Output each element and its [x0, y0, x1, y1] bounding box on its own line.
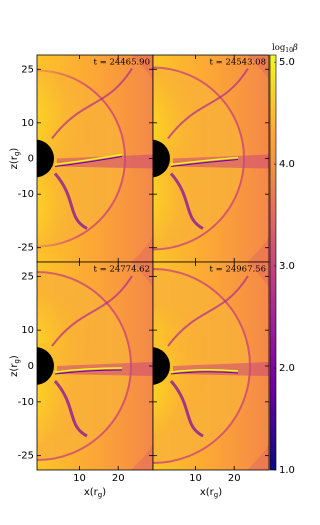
y-tick-label: 10: [21, 118, 34, 129]
black-hole: [153, 347, 170, 385]
y-tick-label: -10: [18, 397, 34, 408]
magnetic-filament: [51, 275, 133, 347]
label-sub: 10: [285, 47, 293, 54]
current-sheet: [54, 367, 123, 373]
magnetic-filament: [169, 380, 204, 438]
label-main: x(r: [84, 487, 99, 498]
black-hole: [37, 139, 54, 178]
y-tick-label: 10: [21, 325, 34, 336]
label-sub: g: [214, 491, 218, 499]
panel-image: [37, 55, 153, 262]
panel-title: t = 24774.62: [94, 265, 151, 275]
y-tick-label: 0: [28, 154, 34, 165]
current-sheet: [54, 153, 123, 166]
colorbar-tick-label: 2.0: [279, 363, 295, 374]
panel-image: [153, 55, 269, 262]
panel-title: t = 24465.90: [94, 58, 151, 68]
label-end: ): [218, 487, 222, 498]
y-tick-label: -25: [18, 451, 34, 462]
y-tick-label: 25: [21, 64, 34, 75]
label-sub: g: [13, 359, 21, 363]
label-end: β: [292, 43, 298, 53]
x-tick-label: 20: [112, 473, 125, 484]
y-tick-label: 0: [28, 361, 34, 372]
axis-label: x(rg): [200, 487, 222, 499]
label-end: ): [102, 487, 106, 498]
x-tick-label: 10: [189, 473, 202, 484]
magnetic-filament: [169, 172, 204, 230]
magnetic-filament: [167, 67, 249, 140]
y-tick-label: -10: [18, 189, 34, 200]
colorbar-label: log10β: [272, 43, 298, 54]
hot-region: [37, 153, 95, 254]
x-tick-label: 10: [73, 473, 86, 484]
y-tick-label: -25: [18, 243, 34, 254]
current-sheet: [170, 156, 239, 166]
colorbar: [269, 54, 277, 471]
current-sheet-edge: [170, 159, 239, 167]
magnetic-filament: [53, 380, 88, 438]
label-sub: g: [13, 152, 21, 156]
black-hole: [37, 347, 54, 385]
magnetic-filament: [53, 172, 88, 230]
panel-title: t = 24543.08: [210, 58, 267, 68]
equator-band: [173, 362, 269, 376]
current-sheet: [170, 368, 239, 373]
label-main: z(r: [9, 363, 20, 377]
label-main: x(r: [200, 487, 215, 498]
label-end: ): [9, 148, 20, 152]
magnetic-filament: [51, 67, 133, 140]
colorbar-tick-label: 4.0: [279, 159, 295, 170]
colorbar-tick-label: 5.0: [279, 57, 295, 68]
axis-label: z(rg): [9, 148, 21, 170]
equator-band: [57, 362, 153, 376]
magnetic-filament: [167, 275, 249, 347]
axis-label: z(rg): [9, 355, 21, 377]
axis-label: x(rg): [84, 487, 106, 499]
panel-image: [153, 262, 269, 470]
panel-image: [37, 262, 153, 470]
current-sheet-edge: [170, 371, 239, 375]
colorbar-tick-label: 1.0: [279, 465, 295, 476]
equator-band: [57, 154, 153, 169]
panel-title: t = 24967.56: [210, 265, 267, 275]
current-sheet-edge: [54, 369, 123, 375]
black-hole: [153, 139, 170, 178]
x-tick-label: 20: [228, 473, 241, 484]
hot-region: [153, 144, 211, 245]
y-tick-label: 25: [21, 271, 34, 282]
label-main: log: [272, 43, 286, 53]
label-main: z(r: [9, 155, 20, 169]
current-sheet-edge: [54, 156, 123, 167]
colorbar-tick-label: 3.0: [279, 261, 295, 272]
label-end: ): [9, 355, 20, 359]
label-sub: g: [98, 491, 102, 499]
